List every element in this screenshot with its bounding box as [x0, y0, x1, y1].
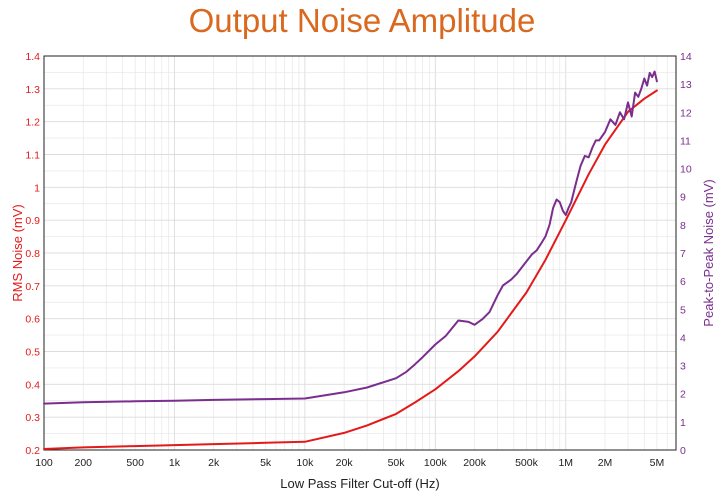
- left-tick-label: 0.2: [25, 445, 40, 457]
- left-axis-ticks: 0.2 0.3 0.4 0.5 0.6 0.7 0.8 0.9 1 1.1 1.2 1.3 1.4: [25, 51, 40, 457]
- x-tick-label: 200k: [463, 457, 487, 469]
- right-tick-label: 2: [680, 389, 686, 401]
- left-tick-label: 0.6: [25, 314, 40, 326]
- x-tick-label: 2k: [208, 457, 220, 469]
- plot-frame: [43, 55, 677, 451]
- right-tick-label: 11: [680, 135, 691, 147]
- grid: [43, 55, 677, 451]
- x-tick-label: 200: [75, 457, 93, 469]
- left-tick-label: 1.4: [25, 51, 40, 63]
- x-tick-label: 5k: [260, 457, 272, 469]
- x-tick-label: 50k: [388, 457, 406, 469]
- right-tick-label: 4: [680, 332, 686, 344]
- right-tick-label: 5: [680, 304, 686, 316]
- x-axis-label: Low Pass Filter Cut-off (Hz): [280, 476, 439, 491]
- left-tick-label: 0.7: [25, 281, 40, 293]
- right-tick-label: 9: [680, 192, 686, 204]
- peak-to-peak-series-line: [43, 70, 658, 405]
- left-tick-label: 1.3: [25, 84, 40, 96]
- x-tick-label: 5M: [650, 457, 665, 469]
- x-tick-label: 1k: [169, 457, 181, 469]
- right-tick-label: 1: [680, 417, 686, 429]
- x-tick-label: 20k: [336, 457, 354, 469]
- x-tick-label: 500: [126, 457, 144, 469]
- x-tick-label: 2M: [598, 457, 613, 469]
- chart-title: Output Noise Amplitude: [188, 2, 536, 39]
- series-group: [43, 70, 658, 450]
- left-tick-label: 0.9: [25, 215, 40, 227]
- left-tick-label: 1.1: [25, 150, 40, 162]
- x-axis-ticks: 100 200 500 1k 2k 5k 10k 20k 50k 100k 200k 500k 1M 2M…: [35, 457, 664, 469]
- right-axis-label: Peak-to-Peak Noise (mV): [701, 179, 716, 326]
- x-tick-label: 10k: [296, 457, 314, 469]
- x-tick-label: 100: [35, 457, 53, 469]
- left-tick-label: 0.4: [25, 379, 40, 391]
- left-tick-label: 1: [34, 182, 40, 194]
- rms-series-line: [43, 89, 658, 450]
- right-tick-label: 8: [680, 220, 686, 232]
- right-tick-label: 10: [680, 164, 692, 176]
- right-tick-label: 14: [680, 51, 692, 63]
- left-tick-label: 0.5: [25, 347, 40, 359]
- x-tick-label: 1M: [558, 457, 573, 469]
- right-tick-label: 6: [680, 276, 686, 288]
- right-tick-label: 7: [680, 248, 686, 260]
- right-tick-label: 12: [680, 107, 692, 119]
- right-tick-label: 13: [680, 79, 692, 91]
- left-tick-label: 0.8: [25, 248, 40, 260]
- x-tick-label: 100k: [424, 457, 448, 469]
- left-tick-label: 0.3: [25, 412, 40, 424]
- x-tick-label: 500k: [515, 457, 539, 469]
- right-tick-label: 3: [680, 361, 686, 373]
- left-tick-label: 1.2: [25, 117, 40, 129]
- left-axis-label: RMS Noise (mV): [10, 204, 25, 302]
- right-tick-label: 0: [680, 445, 686, 457]
